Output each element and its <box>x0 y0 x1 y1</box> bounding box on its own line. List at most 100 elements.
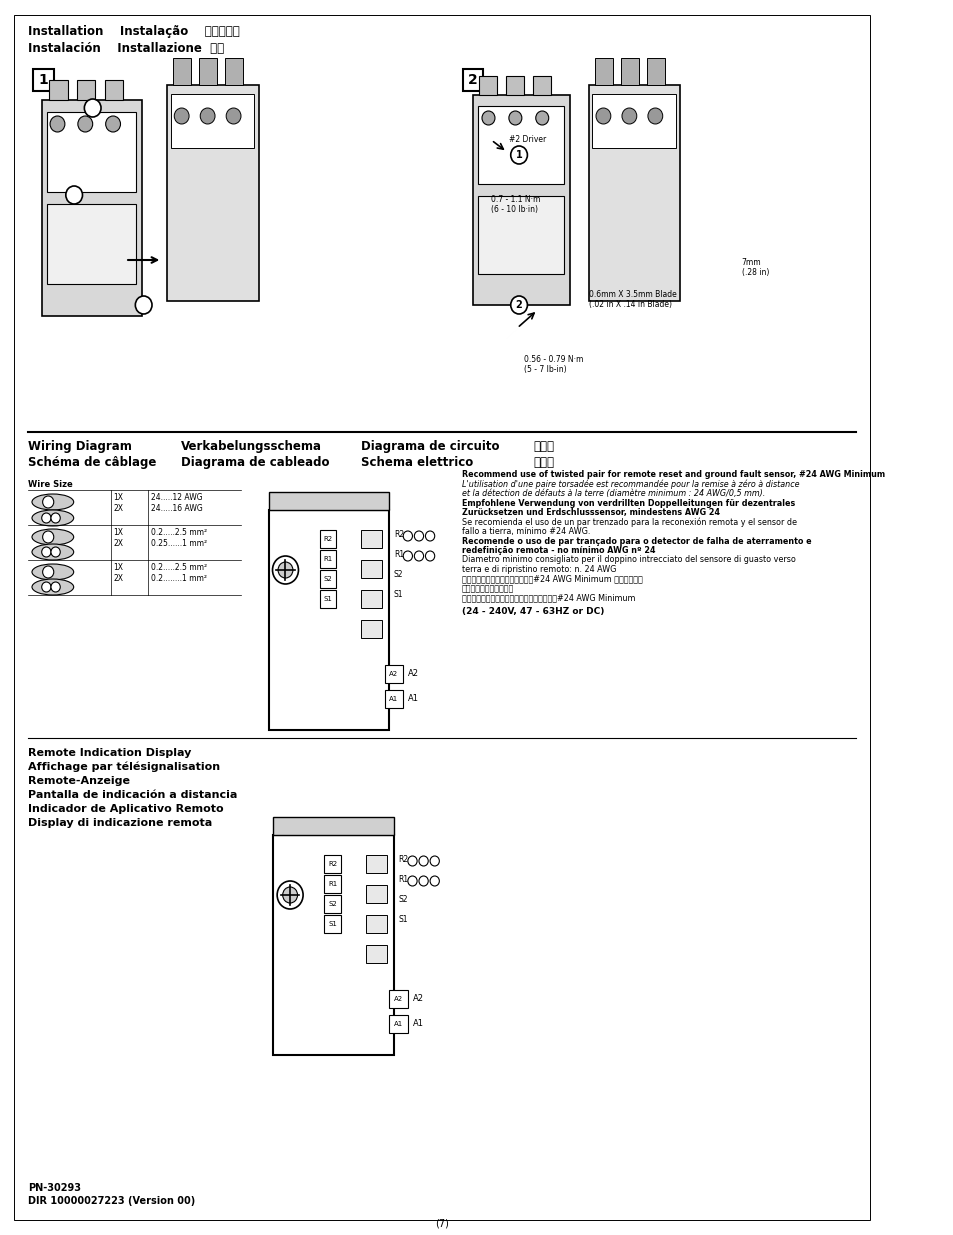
Ellipse shape <box>32 494 73 510</box>
Text: S1: S1 <box>394 590 403 599</box>
Text: S2: S2 <box>398 895 408 904</box>
Ellipse shape <box>51 547 60 557</box>
Text: 0.2.....2.5 mm²: 0.2.....2.5 mm² <box>151 563 207 572</box>
Bar <box>366 885 386 903</box>
Ellipse shape <box>43 531 53 543</box>
Circle shape <box>430 856 439 866</box>
Text: redefinição remota - no mínimo AWG nº 24: redefinição remota - no mínimo AWG nº 24 <box>461 546 655 555</box>
Text: Installation    Instalação    取付け方法: Installation Instalação 取付け方法 <box>28 25 239 38</box>
Text: 2X: 2X <box>113 574 123 583</box>
Text: 1X: 1X <box>113 563 123 572</box>
Bar <box>366 855 386 873</box>
Ellipse shape <box>42 513 51 522</box>
Ellipse shape <box>43 566 53 578</box>
Circle shape <box>414 531 423 541</box>
Text: S1: S1 <box>328 921 336 927</box>
Text: R1: R1 <box>323 556 333 562</box>
Circle shape <box>430 876 439 885</box>
Bar <box>384 664 403 683</box>
Text: Diametro minimo consigliato per il doppino intrecciato del sensore di guasto ver: Diametro minimo consigliato per il doppi… <box>461 556 795 564</box>
Bar <box>324 895 341 913</box>
Text: S2: S2 <box>328 902 336 906</box>
Text: Recommend use of twisted pair for remote reset and ground fault sensor, #24 AWG : Recommend use of twisted pair for remote… <box>461 471 883 479</box>
Bar <box>33 69 53 91</box>
Bar <box>274 835 394 1055</box>
Bar <box>319 571 336 588</box>
Text: S1: S1 <box>323 597 333 601</box>
Text: Pantalla de indicación a distancia: Pantalla de indicación a distancia <box>28 790 237 800</box>
Circle shape <box>135 296 152 314</box>
Text: R2: R2 <box>323 536 333 542</box>
Text: Recomende o uso de par trançado para o detector de falha de aterramento e: Recomende o uso de par trançado para o d… <box>461 536 810 546</box>
Circle shape <box>408 856 416 866</box>
Text: 24.....16 AWG: 24.....16 AWG <box>151 504 203 513</box>
Ellipse shape <box>32 564 73 580</box>
Text: Wire Size: Wire Size <box>28 480 72 489</box>
Text: 2X: 2X <box>113 504 123 513</box>
Bar <box>366 915 386 932</box>
Text: R1: R1 <box>394 550 404 559</box>
Text: Instalación    Installazione  安装: Instalación Installazione 安装 <box>28 42 224 56</box>
Bar <box>505 77 523 95</box>
Circle shape <box>418 876 428 885</box>
Text: (5 - 7 lb-in): (5 - 7 lb-in) <box>523 366 566 374</box>
Bar <box>49 80 68 100</box>
Text: A1: A1 <box>408 694 418 703</box>
Ellipse shape <box>51 513 60 522</box>
Bar <box>592 94 675 148</box>
Circle shape <box>536 111 548 125</box>
Text: 配线图: 配线图 <box>533 456 554 469</box>
Bar <box>274 818 394 835</box>
Text: 0.7 - 1.1 N·m: 0.7 - 1.1 N·m <box>491 195 540 204</box>
Circle shape <box>277 881 303 909</box>
Text: R2: R2 <box>394 530 404 538</box>
Ellipse shape <box>51 582 60 592</box>
Bar <box>361 530 381 548</box>
Ellipse shape <box>32 529 73 545</box>
Text: Affichage par télésignalisation: Affichage par télésignalisation <box>28 762 220 773</box>
Circle shape <box>78 116 92 132</box>
Bar <box>361 559 381 578</box>
Text: Diagrama de cableado: Diagrama de cableado <box>180 456 329 469</box>
Text: S2: S2 <box>323 576 333 582</box>
Circle shape <box>481 111 495 125</box>
Ellipse shape <box>32 510 73 526</box>
Bar <box>473 95 570 305</box>
Ellipse shape <box>42 547 51 557</box>
Circle shape <box>66 186 82 204</box>
Bar <box>77 80 95 100</box>
Circle shape <box>226 107 241 124</box>
Text: (.28 in): (.28 in) <box>740 268 768 277</box>
Text: Diagrama de circuito: Diagrama de circuito <box>361 440 499 453</box>
Bar <box>361 590 381 608</box>
Text: 配線図: 配線図 <box>533 440 554 453</box>
Text: PN-30293: PN-30293 <box>28 1183 81 1193</box>
Bar <box>366 945 386 963</box>
Text: L'utilisation d'une paire torsadée est recommandée pour la remise à zéro à dista: L'utilisation d'une paire torsadée est r… <box>461 479 799 489</box>
Bar <box>324 876 341 893</box>
Circle shape <box>403 531 412 541</box>
Bar <box>533 77 550 95</box>
Circle shape <box>621 107 636 124</box>
Text: Wiring Diagram: Wiring Diagram <box>28 440 132 453</box>
Text: Empfohlene Verwendung von verdrillten Doppelleitungen für dezentrales: Empfohlene Verwendung von verdrillten Do… <box>461 499 794 508</box>
Text: 1: 1 <box>39 73 49 86</box>
Text: Se recomienda el uso de un par trenzado para la reconexión remota y el sensor de: Se recomienda el uso de un par trenzado … <box>461 517 796 527</box>
Text: terra e di ripristino remoto: n. 24 AWG: terra e di ripristino remoto: n. 24 AWG <box>461 564 616 574</box>
Ellipse shape <box>32 543 73 559</box>
Ellipse shape <box>32 579 73 595</box>
Bar <box>389 1015 408 1032</box>
Circle shape <box>50 116 65 132</box>
Text: #2 Driver: #2 Driver <box>508 135 545 144</box>
Text: 2X: 2X <box>113 538 123 548</box>
Circle shape <box>403 551 412 561</box>
Text: Remote Indication Display: Remote Indication Display <box>28 748 191 758</box>
Text: 0.2.....2.5 mm²: 0.2.....2.5 mm² <box>151 529 207 537</box>
Bar <box>42 100 142 316</box>
Text: A2: A2 <box>389 671 398 677</box>
Text: 建议遥控复位和接地故障传感器使用双绞线，#24 AWG Minimum: 建议遥控复位和接地故障传感器使用双绞线，#24 AWG Minimum <box>461 594 635 603</box>
Text: 2: 2 <box>516 300 522 310</box>
Text: R2: R2 <box>398 855 408 864</box>
Bar <box>462 69 482 91</box>
Text: 0.56 - 0.79 N·m: 0.56 - 0.79 N·m <box>523 354 582 364</box>
